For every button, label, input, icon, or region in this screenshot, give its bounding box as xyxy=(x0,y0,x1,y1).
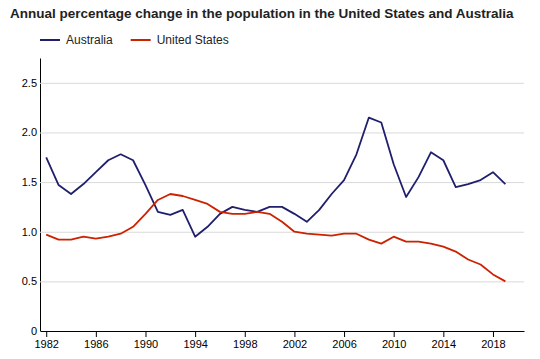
grid-line xyxy=(40,83,524,84)
y-tick: 0 xyxy=(31,325,524,337)
y-tick-label: 0.5 xyxy=(22,275,37,287)
legend-label: Australia xyxy=(66,33,113,47)
x-tick: 2006 xyxy=(332,331,356,350)
y-tick: 1.0 xyxy=(22,226,524,238)
y-tick-label: 1.0 xyxy=(22,226,37,238)
y-tick-label: 0 xyxy=(31,325,37,337)
tick-mark xyxy=(96,331,97,337)
x-tick-label: 1982 xyxy=(34,338,58,350)
legend-item: United States xyxy=(131,33,229,47)
x-tick: 1994 xyxy=(183,331,207,350)
x-tick-label: 1990 xyxy=(134,338,158,350)
x-tick-label: 2006 xyxy=(332,338,356,350)
tick-mark xyxy=(443,331,444,337)
y-axis: 0 0.5 1.0 1.5 2.0 2.5 xyxy=(22,59,524,338)
y-tick: 1.5 xyxy=(22,176,524,188)
legend-swatch xyxy=(131,39,151,41)
grid-line xyxy=(40,281,524,282)
title: Annual percentage change in the populati… xyxy=(10,6,514,21)
tick-mark xyxy=(493,331,494,337)
x-axis: 1982 1986 1990 1994 1998 2002 2006 2010 2014 2018 xyxy=(34,331,524,350)
y-tick: 2.5 xyxy=(22,77,524,89)
x-tick-label: 1998 xyxy=(233,338,257,350)
tick-mark xyxy=(394,331,395,337)
y-tick-label: 2.5 xyxy=(22,77,37,89)
series-group xyxy=(46,118,505,282)
tick-mark xyxy=(294,331,295,337)
x-tick-label: 2018 xyxy=(481,338,505,350)
x-axis-line xyxy=(41,331,525,332)
grid-line xyxy=(40,331,524,332)
x-tick-label: 2014 xyxy=(432,338,456,350)
x-tick-label: 1994 xyxy=(183,338,207,350)
line xyxy=(46,194,505,281)
tick-mark xyxy=(46,331,47,337)
y-tick-label: 1.5 xyxy=(22,176,37,188)
x-tick-label: 2010 xyxy=(382,338,406,350)
x-tick: 1986 xyxy=(84,331,108,350)
grid-line xyxy=(40,132,524,133)
x-tick: 2018 xyxy=(481,331,505,350)
legend-label: United States xyxy=(157,33,229,47)
tick-mark xyxy=(344,331,345,337)
x-tick-label: 2002 xyxy=(283,338,307,350)
y-tick: 0.5 xyxy=(22,275,524,287)
tick-mark xyxy=(145,331,146,337)
x-tick: 2014 xyxy=(432,331,456,350)
chart: Annual percentage change in the populati… xyxy=(0,0,540,359)
legend: Australia United States xyxy=(40,33,229,47)
y-tick-label: 2.0 xyxy=(22,126,37,138)
tick-mark xyxy=(195,331,196,337)
x-tick: 1998 xyxy=(233,331,257,350)
x-tick: 1982 xyxy=(34,331,58,350)
tick-mark xyxy=(245,331,246,337)
grid-line xyxy=(40,232,524,233)
x-tick-label: 1986 xyxy=(84,338,108,350)
plot: 0 0.5 1.0 1.5 2.0 2.5 1982 1986 1990 1994 1998 2002… xyxy=(22,59,525,350)
grid-line xyxy=(40,182,524,183)
y-axis-line xyxy=(40,59,41,332)
legend-swatch xyxy=(40,39,60,41)
x-tick: 2002 xyxy=(283,331,307,350)
x-tick: 1990 xyxy=(134,331,158,350)
x-tick: 2010 xyxy=(382,331,406,350)
legend-item: Australia xyxy=(40,33,113,47)
y-tick: 2.0 xyxy=(22,126,524,138)
